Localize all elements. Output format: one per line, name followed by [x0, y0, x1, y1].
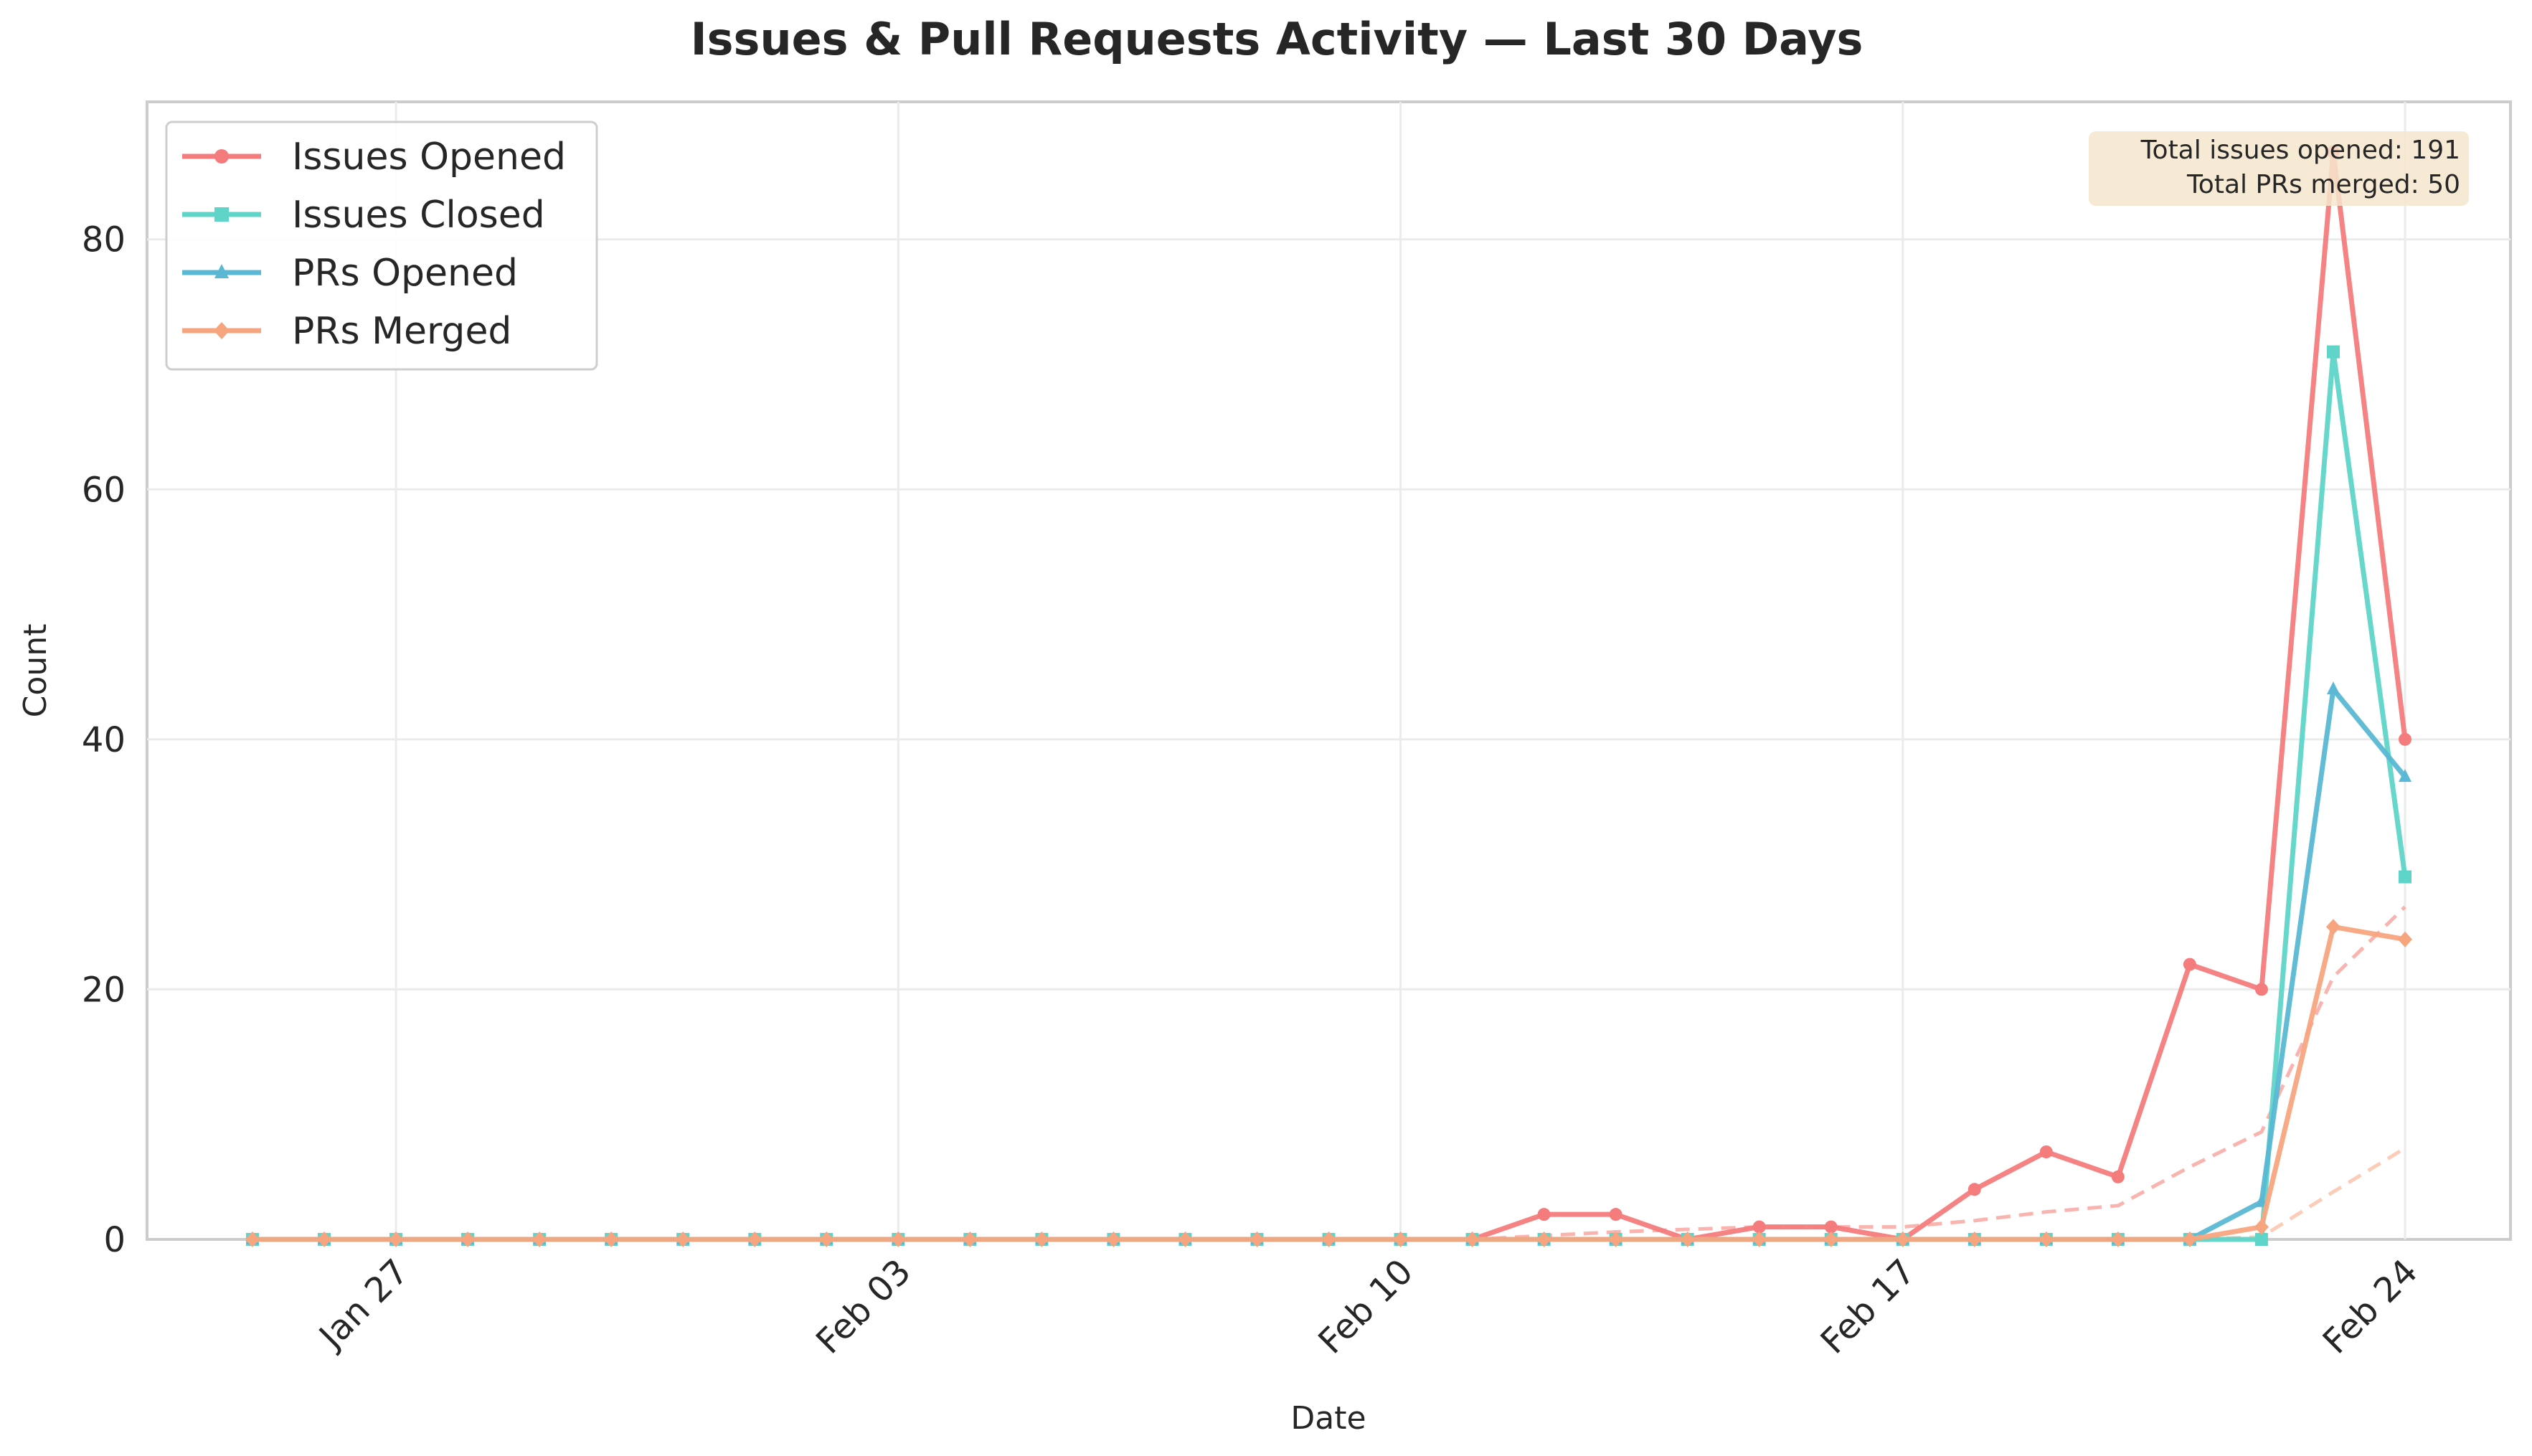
data-point — [2326, 345, 2340, 359]
data-point — [891, 1232, 906, 1247]
y-tick-label: 40 — [82, 720, 126, 760]
data-point — [1465, 1232, 1480, 1247]
data-point — [2399, 870, 2411, 884]
data-point — [1752, 1232, 1767, 1247]
data-point — [604, 1232, 619, 1247]
legend-marker — [214, 207, 229, 222]
data-point — [2110, 1232, 2125, 1247]
data-point — [2039, 1145, 2053, 1158]
data-point — [676, 1232, 691, 1247]
legend-marker — [214, 149, 229, 164]
data-point — [963, 1232, 978, 1247]
series-prs-merged — [245, 919, 2412, 1247]
legend-label: Issues Closed — [292, 194, 545, 237]
data-point — [1823, 1232, 1838, 1247]
annotation-box — [2089, 131, 2469, 206]
legend-marker — [214, 264, 229, 278]
data-point — [1321, 1232, 1336, 1247]
data-point — [2326, 681, 2340, 695]
data-point — [1609, 1208, 1622, 1221]
legend-entry: PRs Opened — [182, 252, 518, 295]
y-tick-label: 20 — [82, 970, 126, 1010]
legend-marker — [214, 322, 230, 339]
data-point — [245, 1232, 260, 1247]
data-point — [317, 1232, 332, 1247]
data-point — [1537, 1208, 1551, 1221]
data-series — [245, 145, 2412, 1247]
data-point — [2254, 1219, 2269, 1235]
data-point — [1895, 1232, 1910, 1247]
y-tick-label: 0 — [103, 1220, 126, 1260]
y-axis-label: Count — [17, 624, 54, 718]
data-point — [1967, 1232, 1982, 1247]
data-point — [1824, 1220, 1838, 1234]
data-point — [2398, 931, 2412, 947]
data-point — [2111, 1170, 2125, 1183]
data-point — [747, 1232, 762, 1247]
legend-box — [165, 120, 598, 371]
data-point — [2183, 958, 2196, 971]
trend-line — [252, 905, 2406, 1242]
legend-label: PRs Opened — [292, 252, 518, 295]
totals-annotation: Total issues opened: 191 Total PRs merged… — [2089, 131, 2469, 206]
data-point — [2182, 1232, 2197, 1247]
data-point — [2254, 1233, 2268, 1246]
data-point — [532, 1232, 547, 1247]
data-point — [1106, 1232, 1121, 1247]
data-point — [2325, 919, 2340, 935]
data-point — [1250, 1232, 1265, 1247]
data-point — [819, 1232, 834, 1247]
data-point — [1608, 1232, 1623, 1247]
y-tick-label: 80 — [82, 220, 126, 260]
data-point — [1968, 1183, 1981, 1196]
legend-entry: PRs Merged — [182, 310, 511, 353]
data-point — [460, 1232, 476, 1247]
legend-entry: Issues Opened — [182, 136, 566, 179]
annotation-line: Total PRs merged: 50 — [2186, 170, 2460, 199]
x-axis-label: Date — [1290, 1400, 1366, 1437]
grid — [147, 102, 2510, 1239]
data-point — [389, 1232, 404, 1247]
data-point — [1752, 1220, 1766, 1234]
data-point — [1680, 1232, 1695, 1247]
legend-label: Issues Opened — [292, 136, 566, 179]
data-point — [1536, 1232, 1551, 1247]
data-point — [2399, 769, 2411, 783]
data-point — [2399, 732, 2411, 746]
data-point — [1393, 1232, 1408, 1247]
data-point — [2039, 1232, 2054, 1247]
y-tick-label: 60 — [82, 470, 126, 510]
data-point — [1178, 1232, 1193, 1247]
annotation-line: Total issues opened: 191 — [2140, 136, 2460, 165]
data-point — [2254, 983, 2268, 996]
chart-title: Issues & Pull Requests Activity — Last 3… — [691, 13, 1863, 65]
legend: Issues Opened Issues Closed PRs Opened PRs … — [165, 120, 598, 371]
legend-label: PRs Merged — [292, 310, 511, 353]
data-point — [1034, 1232, 1049, 1247]
legend-entry: Issues Closed — [182, 194, 545, 237]
